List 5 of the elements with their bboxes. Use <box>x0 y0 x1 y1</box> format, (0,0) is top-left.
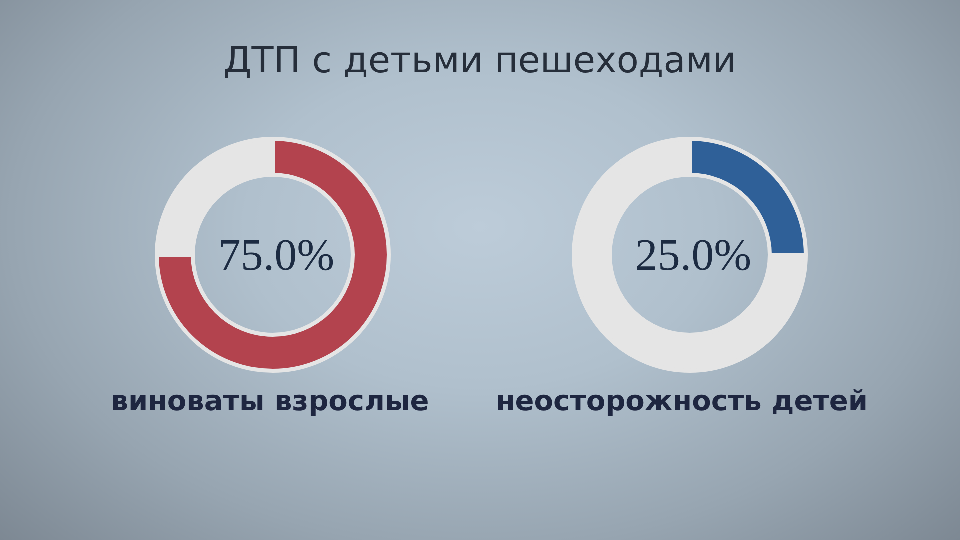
data-label: 25.0% <box>635 230 752 280</box>
text: неосторожность детей <box>496 384 868 418</box>
data-label: 75.0% <box>218 230 335 280</box>
text: виноваты взрослые <box>110 384 430 418</box>
text: ДТП с детьми пешеходами <box>224 40 736 82</box>
